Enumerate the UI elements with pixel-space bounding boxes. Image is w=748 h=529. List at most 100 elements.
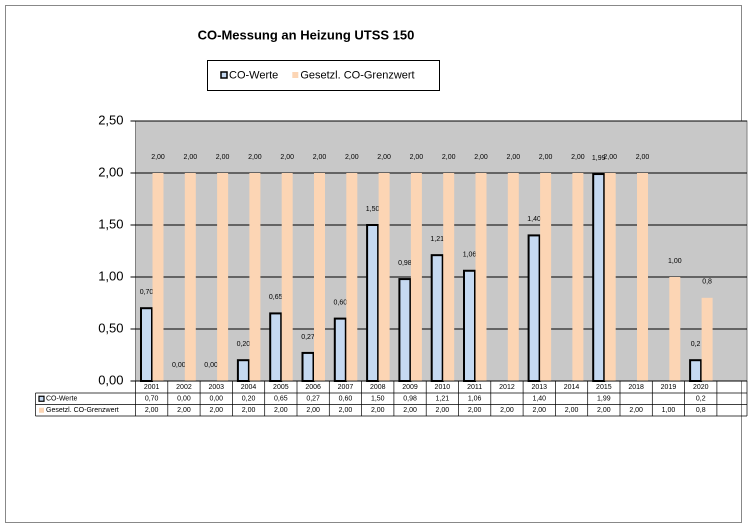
bar [572,173,584,381]
bar [463,269,476,383]
table-cell: 2,00 [597,407,611,414]
data-label: 2,00 [474,154,488,161]
table-cell: 2,00 [145,407,159,414]
bar [669,277,681,381]
data-label: 2,00 [183,154,197,161]
data-label: 0,2 [691,341,701,348]
data-label: 1,50 [366,206,380,213]
x-tick-label: 2020 [693,384,709,391]
bar [236,359,250,383]
bar [507,173,519,381]
bar [269,312,283,382]
data-label: 2,00 [410,154,424,161]
y-tick-label: 1,50 [98,216,123,231]
x-tick-label: 2014 [564,384,580,391]
data-label: 2,00 [571,154,585,161]
legend-label: Gesetzl. CO-Grenzwert [300,69,414,81]
bar [152,173,164,381]
bar [398,278,412,382]
x-tick-label: 2002 [176,384,192,391]
data-label: 0,27 [301,334,315,341]
y-tick-label: 2,00 [98,164,123,179]
table-cell: 2,00 [468,407,482,414]
legend-key [220,71,228,79]
table-cell: 2,00 [436,407,450,414]
data-label: 0,8 [702,279,712,286]
bar [604,173,616,381]
data-label: 2,00 [151,154,165,161]
x-tick-label: 2007 [338,384,354,391]
data-label: 0,98 [398,260,412,267]
bar [184,173,196,381]
data-label: 2,00 [216,154,230,161]
y-tick-label: 1,00 [98,268,123,283]
table-cell: 2,00 [274,407,288,414]
legend-key [292,72,299,78]
x-tick-label: 2012 [499,384,515,391]
bar [430,254,444,382]
table-cell: 2,00 [177,407,191,414]
bar [281,173,293,381]
x-tick-label: 2006 [305,384,321,391]
table-cell: 2,00 [371,407,385,414]
table-cell: 0,65 [274,396,288,403]
y-tick-label: 0,00 [98,372,123,387]
x-tick-label: 2010 [435,384,451,391]
table-series-name: Gesetzl. CO-Grenzwert [46,407,119,414]
x-tick-label: 2019 [661,384,677,391]
data-label: 2,00 [248,154,262,161]
table-cell: 1,99 [597,396,611,403]
data-label: 0,70 [140,289,154,296]
data-label: 2,00 [636,154,650,161]
data-label: 1,00 [668,258,682,265]
chart-title: CO-Messung an Heizung UTSS 150 [198,27,415,42]
table-cell: 0,20 [242,396,256,403]
table-cell: 0,70 [145,396,159,403]
table-cell: 1,21 [436,396,450,403]
x-tick-label: 2015 [596,384,612,391]
y-tick-label: 0,50 [98,320,123,335]
bar [689,359,703,383]
data-label: 0,00 [172,362,186,369]
x-tick-label: 2013 [531,384,547,391]
table-cell: 1,06 [468,396,482,403]
data-label: 2,00 [313,154,327,161]
table-cell: 0,2 [696,396,706,403]
data-label: 2,00 [280,154,294,161]
data-label: 2,00 [603,154,617,161]
table-cell: 1,40 [532,396,546,403]
x-tick-label: 2004 [241,384,257,391]
data-label: 0,65 [269,294,283,301]
table-cell: 2,00 [532,407,546,414]
bar [475,173,487,381]
table-cell: 0,98 [403,396,417,403]
bar [249,173,261,381]
data-label: 2,00 [377,154,391,161]
legend-box [207,60,440,91]
bar [346,173,358,381]
bar [366,224,380,382]
table-cell: 0,00 [177,396,191,403]
bar [314,173,325,381]
table-cell: 0,8 [696,407,706,414]
table-cell: 2,00 [306,407,320,414]
legend-label: CO-Werte [229,69,278,81]
x-tick-label: 2003 [208,384,224,391]
bar [410,173,422,381]
bar [701,297,713,381]
table-cell: 0,27 [306,396,320,403]
bar [301,351,315,383]
x-tick-label: 2001 [144,384,160,391]
bar [592,173,606,382]
table-cell: 2,00 [403,407,417,414]
legend-key [38,395,45,402]
data-label: 1,06 [463,252,477,259]
x-tick-label: 2008 [370,384,386,391]
y-tick-label: 2,50 [98,112,123,127]
bar [540,173,552,381]
legend-key [39,407,44,413]
bar [378,173,390,381]
bar [140,307,153,383]
table-cell: 1,50 [371,396,385,403]
